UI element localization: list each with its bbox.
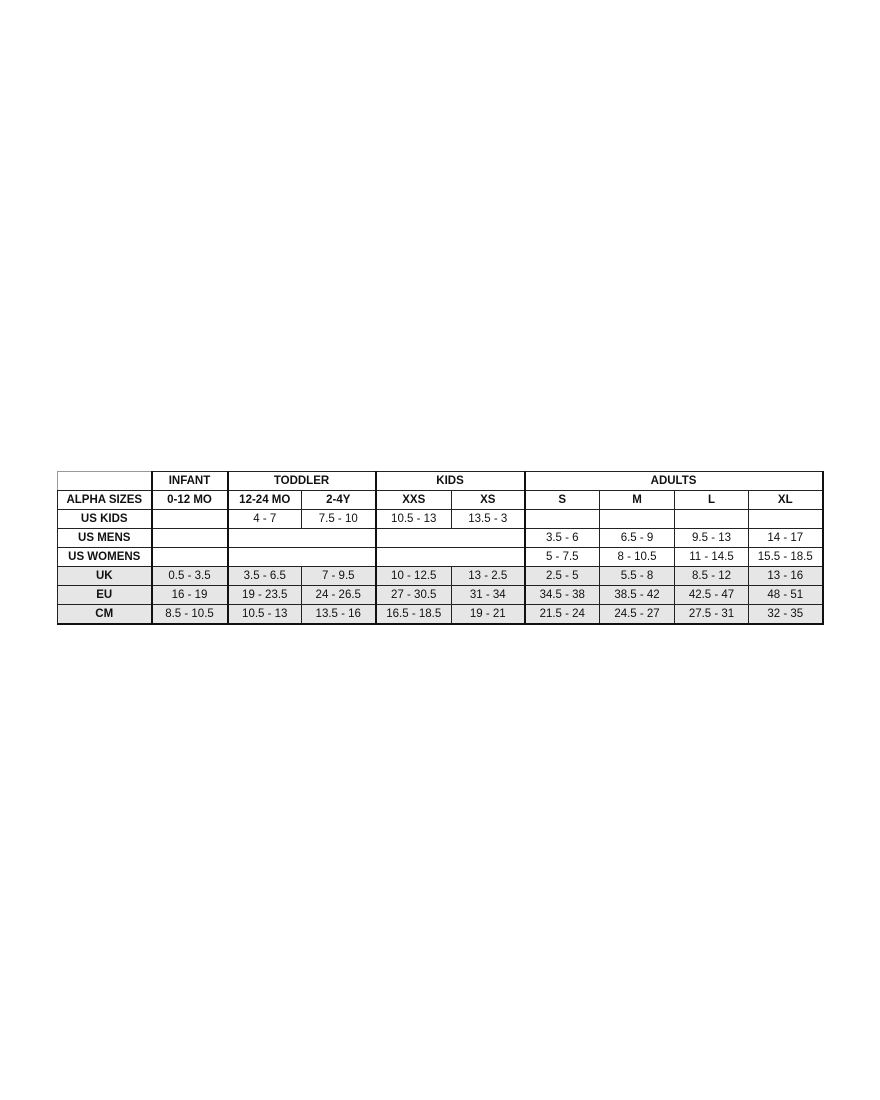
size-cell: 13 - 16 xyxy=(748,566,824,586)
size-cell xyxy=(374,547,526,567)
size-cell: 13.5 - 3 xyxy=(450,509,526,529)
size-cell: 5 - 7.5 xyxy=(523,547,601,567)
group-header-row: INFANT TODDLER KIDS ADULTS xyxy=(57,471,824,491)
row-label: UK xyxy=(57,566,152,586)
size-cell: 11 - 14.5 xyxy=(674,547,750,567)
size-header-cell: XS xyxy=(450,490,526,510)
size-cell: 7.5 - 10 xyxy=(301,509,376,529)
table-row: CM 8.5 - 10.5 10.5 - 13 13.5 - 16 16.5 - 18.… xyxy=(57,604,824,625)
table-row: ALPHA SIZES 0-12 MO 12-24 MO 2-4Y XXS XS S M L XL xyxy=(57,490,824,510)
size-cell xyxy=(226,547,376,567)
size-header-cell: XL xyxy=(748,490,824,510)
size-cell: 13 - 2.5 xyxy=(450,566,526,586)
size-cell: 32 - 35 xyxy=(748,604,824,625)
size-cell: 15.5 - 18.5 xyxy=(748,547,824,567)
size-cell: 16 - 19 xyxy=(150,585,228,605)
size-cell: 21.5 - 24 xyxy=(523,604,601,625)
size-cell: 31 - 34 xyxy=(450,585,526,605)
size-cell: 3.5 - 6 xyxy=(523,528,601,548)
size-cell: 27 - 30.5 xyxy=(374,585,452,605)
size-cell: 7 - 9.5 xyxy=(301,566,376,586)
size-cell xyxy=(599,509,676,529)
group-header-kids: KIDS xyxy=(374,471,526,491)
size-cell: 10.5 - 13 xyxy=(226,604,302,625)
size-cell: 24 - 26.5 xyxy=(301,585,376,605)
size-cell: 9.5 - 13 xyxy=(674,528,750,548)
group-header-adults: ADULTS xyxy=(523,471,824,491)
size-cell xyxy=(748,509,824,529)
size-header-cell: 12-24 MO xyxy=(226,490,302,510)
size-cell: 4 - 7 xyxy=(226,509,302,529)
size-cell: 19 - 23.5 xyxy=(226,585,302,605)
size-cell: 6.5 - 9 xyxy=(599,528,676,548)
size-cell: 10.5 - 13 xyxy=(374,509,452,529)
size-chart-table: INFANT TODDLER KIDS ADULTS ALPHA SIZES 0-12 M… xyxy=(57,471,824,625)
size-cell: 10 - 12.5 xyxy=(374,566,452,586)
size-cell: 27.5 - 31 xyxy=(674,604,750,625)
size-header-cell: XXS xyxy=(374,490,452,510)
size-cell: 42.5 - 47 xyxy=(674,585,750,605)
size-header-cell: M xyxy=(599,490,676,510)
size-cell: 3.5 - 6.5 xyxy=(226,566,302,586)
group-header-toddler: TODDLER xyxy=(226,471,376,491)
table-row: US KIDS 4 - 7 7.5 - 10 10.5 - 13 13.5 - 3 xyxy=(57,509,824,529)
row-label: US KIDS xyxy=(57,509,152,529)
corner-cell xyxy=(57,471,152,491)
size-cell: 8 - 10.5 xyxy=(599,547,676,567)
size-cell: 34.5 - 38 xyxy=(523,585,601,605)
size-header-cell: L xyxy=(674,490,750,510)
group-header-infant: INFANT xyxy=(150,471,228,491)
size-cell: 8.5 - 10.5 xyxy=(150,604,228,625)
size-cell xyxy=(150,547,228,567)
size-cell: 48 - 51 xyxy=(748,585,824,605)
size-header-cell: 2-4Y xyxy=(301,490,376,510)
row-label: EU xyxy=(57,585,152,605)
size-cell: 16.5 - 18.5 xyxy=(374,604,452,625)
table-row: US WOMENS 5 - 7.5 8 - 10.5 11 - 14.5 15.5 - … xyxy=(57,547,824,567)
row-label: US WOMENS xyxy=(57,547,152,567)
size-cell: 14 - 17 xyxy=(748,528,824,548)
size-cell: 13.5 - 16 xyxy=(301,604,376,625)
size-cell: 0.5 - 3.5 xyxy=(150,566,228,586)
table-row: UK 0.5 - 3.5 3.5 - 6.5 7 - 9.5 10 - 12.5 13 -… xyxy=(57,566,824,586)
table-row: US MENS 3.5 - 6 6.5 - 9 9.5 - 13 14 - 17 xyxy=(57,528,824,548)
size-cell xyxy=(150,509,228,529)
size-header-cell: S xyxy=(523,490,601,510)
size-cell: 5.5 - 8 xyxy=(599,566,676,586)
size-cell: 38.5 - 42 xyxy=(599,585,676,605)
row-label: ALPHA SIZES xyxy=(57,490,152,510)
size-cell xyxy=(374,528,526,548)
row-label: CM xyxy=(57,604,152,625)
size-cell xyxy=(150,528,228,548)
size-header-cell: 0-12 MO xyxy=(150,490,228,510)
size-cell xyxy=(226,528,376,548)
table-row: EU 16 - 19 19 - 23.5 24 - 26.5 27 - 30.5 31 -… xyxy=(57,585,824,605)
row-label: US MENS xyxy=(57,528,152,548)
size-cell: 8.5 - 12 xyxy=(674,566,750,586)
size-cell xyxy=(523,509,601,529)
size-cell: 2.5 - 5 xyxy=(523,566,601,586)
size-cell: 19 - 21 xyxy=(450,604,526,625)
size-cell xyxy=(674,509,750,529)
size-cell: 24.5 - 27 xyxy=(599,604,676,625)
